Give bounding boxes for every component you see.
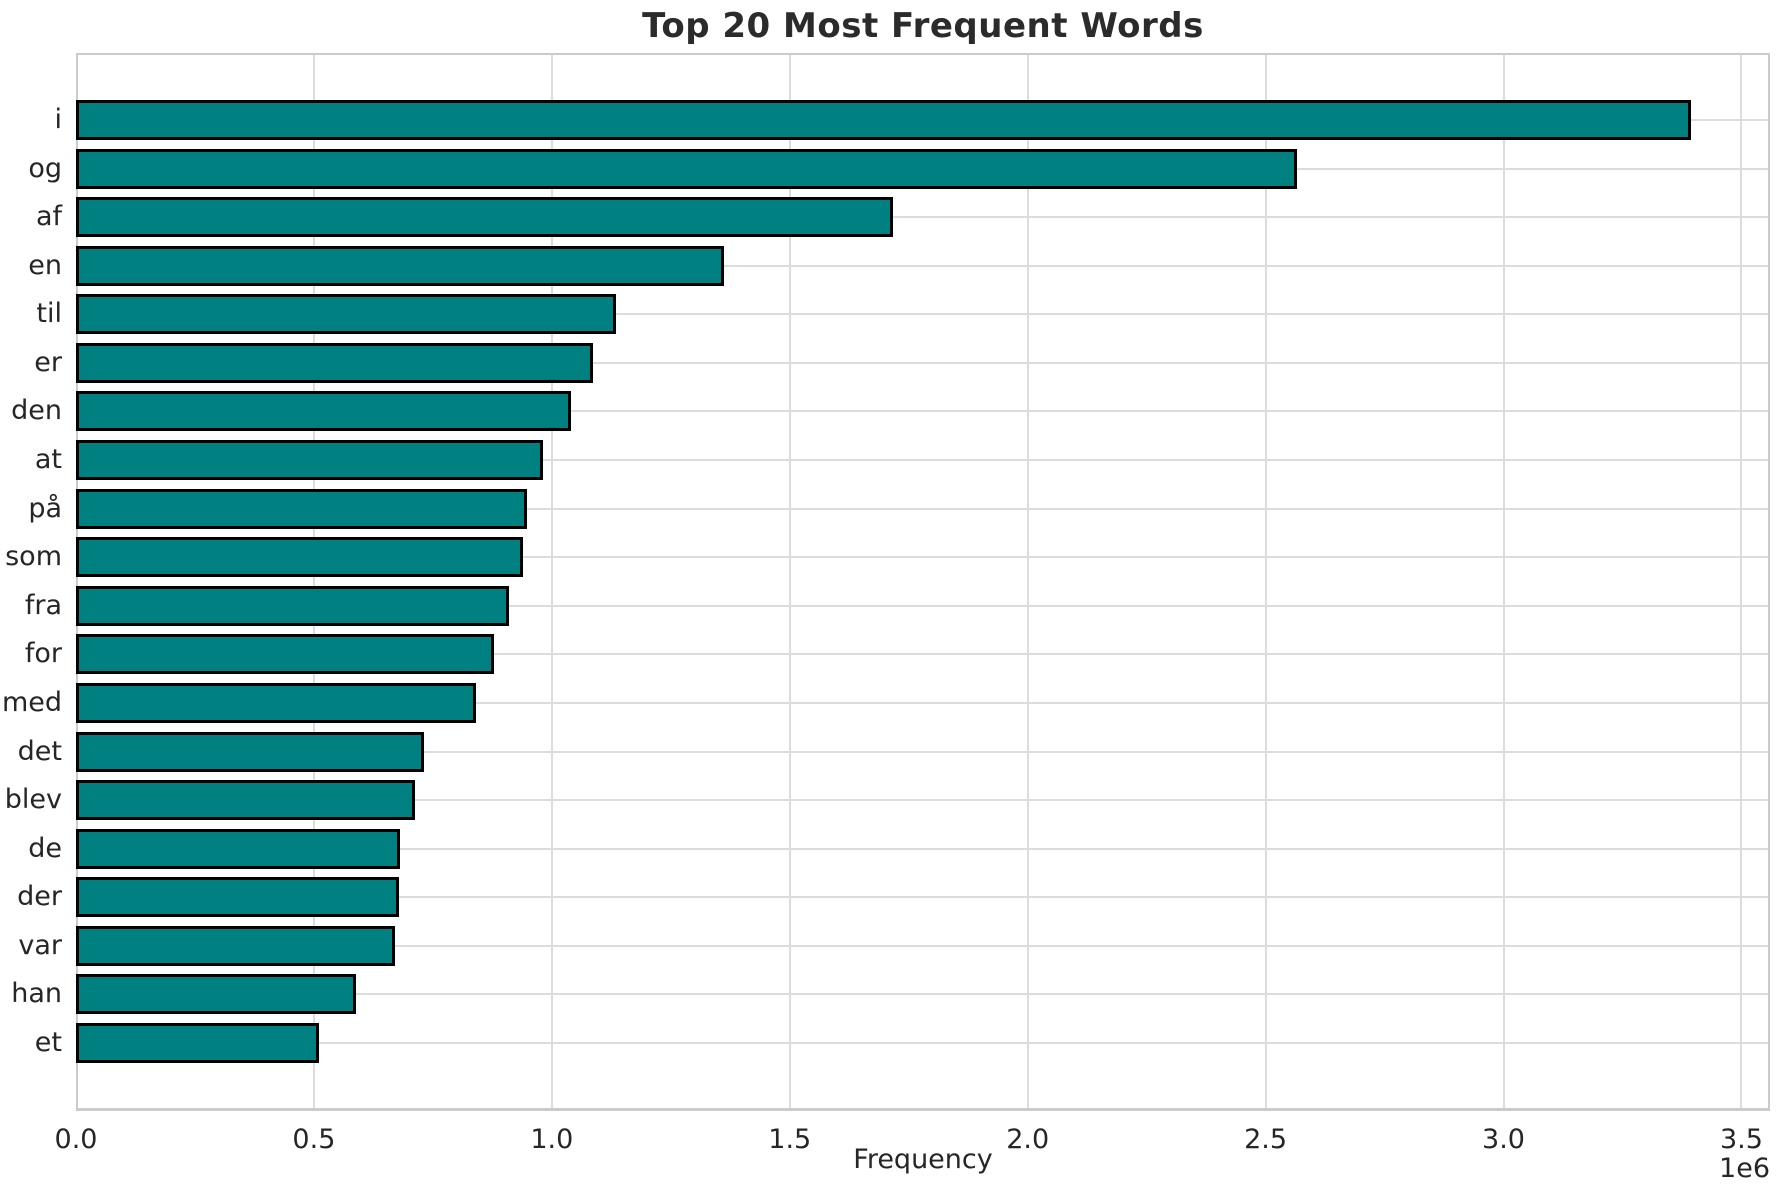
bar-og [76,148,1297,189]
gridline-horizontal [76,604,1770,607]
bar-den [76,391,572,432]
gridline-horizontal [76,1042,1770,1044]
y-tick-label-blev: blev [4,784,62,816]
spine-right [1768,53,1770,1110]
y-tick-label-på: på [28,492,62,524]
y-tick-label-for: for [24,638,62,670]
x-tick-label-2.0: 2.0 [1006,1124,1050,1155]
bar-fra [76,585,510,626]
gridline-horizontal [76,361,1770,364]
gridline-horizontal [76,750,1770,753]
bar-som [76,537,524,578]
gridline-vertical [1264,53,1267,1110]
gridline-vertical [550,53,553,1110]
x-tick-label-3.0: 3.0 [1482,1124,1525,1155]
bar-det [76,731,424,772]
y-tick-label-fra: fra [24,589,62,621]
gridline-horizontal [76,799,1770,802]
gridline-horizontal [76,701,1770,704]
bar-et [76,1023,319,1063]
gridline-horizontal [76,264,1770,267]
gridline-horizontal [76,556,1770,559]
gridline-horizontal [76,410,1770,413]
y-tick-label-et: et [34,1027,62,1058]
gridline-horizontal [76,313,1770,316]
bar-at [76,440,544,481]
bar-blev [76,780,415,821]
gridline-horizontal [76,507,1770,510]
y-tick-label-af: af [35,201,62,233]
y-tick-label-der: der [17,881,62,913]
bar-de [76,828,401,869]
y-tick-label-som: som [5,541,62,573]
y-tick-label-til: til [36,298,62,330]
gridline-vertical [1502,53,1505,1110]
x-tick-label-1.5: 1.5 [768,1124,812,1155]
y-tick-label-i: i [54,104,62,135]
x-tick-label-3.5: 3.5 [1719,1124,1763,1155]
bar-er [76,342,594,383]
y-tick-label-den: den [11,395,62,427]
gridline-horizontal [76,216,1770,219]
bar-en [76,245,725,286]
x-tick-label-2.5: 2.5 [1244,1124,1288,1155]
spine-top [76,53,1770,55]
plot-area [76,53,1770,1111]
bar-med [76,682,477,723]
y-tick-label-de: de [28,832,62,864]
y-tick-label-med: med [1,686,62,718]
bar-han [76,974,357,1015]
chart-title: Top 20 Most Frequent Words [642,6,1204,46]
bar-var [76,925,396,966]
x-tick-label-1.0: 1.0 [530,1124,574,1155]
spine-bottom [76,1108,1770,1111]
y-tick-label-og: og [28,152,62,184]
y-tick-label-det: det [17,735,62,767]
y-tick-label-at: at [34,444,62,476]
gridline-vertical [788,53,791,1110]
x-tick-label-0.5: 0.5 [292,1124,336,1155]
bar-der [76,877,399,918]
gridline-vertical [1740,53,1743,1110]
x-axis-offset-multiplier: 1e6 [1719,1153,1770,1184]
y-tick-label-er: er [34,346,62,378]
bar-i [76,100,1691,140]
y-tick-label-var: var [18,929,62,961]
bar-for [76,634,495,675]
gridline-horizontal [76,653,1770,656]
gridline-vertical [1026,53,1029,1110]
x-axis-label: Frequency [853,1144,993,1175]
bar-af [76,197,893,238]
gridline-horizontal [76,993,1770,996]
y-tick-label-han: han [11,978,62,1010]
gridline-horizontal [76,896,1770,899]
y-tick-label-en: en [28,249,62,281]
gridline-horizontal [76,944,1770,947]
bar-på [76,488,528,529]
gridline-horizontal [76,459,1770,462]
spine-left [76,53,78,1110]
gridline-horizontal [76,847,1770,850]
x-tick-label-0.0: 0.0 [54,1124,98,1155]
bar-til [76,294,616,335]
gridline-vertical [312,53,315,1110]
